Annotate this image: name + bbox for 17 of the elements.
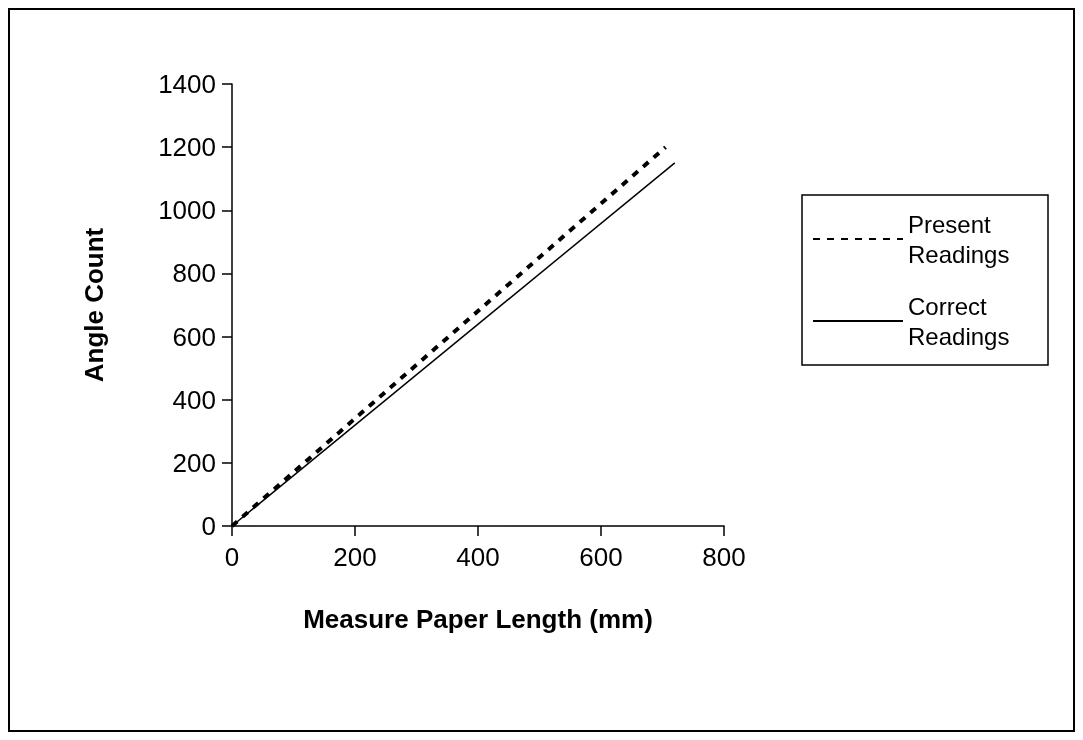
x-axis-title: Measure Paper Length (mm) bbox=[303, 604, 653, 634]
y-tick-label: 200 bbox=[172, 447, 216, 478]
y-tick-label: 1400 bbox=[158, 69, 216, 99]
y-tick-label: 1200 bbox=[158, 132, 216, 163]
y-tick-label: 0 bbox=[201, 511, 216, 541]
x-tick-label: 800 bbox=[702, 542, 746, 572]
y-tick-label: 800 bbox=[172, 258, 216, 289]
y-tick-label: 400 bbox=[172, 384, 216, 415]
y-tick-label: 600 bbox=[172, 321, 216, 352]
x-tick-label: 0 bbox=[224, 542, 240, 572]
y-tick-label: 1000 bbox=[158, 195, 216, 226]
legend-label: Present Readings bbox=[908, 210, 1010, 268]
y-axis-title: Angle Count bbox=[79, 227, 109, 383]
x-tick-label: 400 bbox=[456, 542, 500, 572]
x-tick-label: 600 bbox=[579, 542, 623, 572]
legend-label: Correct Readings bbox=[908, 292, 1010, 350]
x-tick-label: 200 bbox=[333, 542, 377, 572]
